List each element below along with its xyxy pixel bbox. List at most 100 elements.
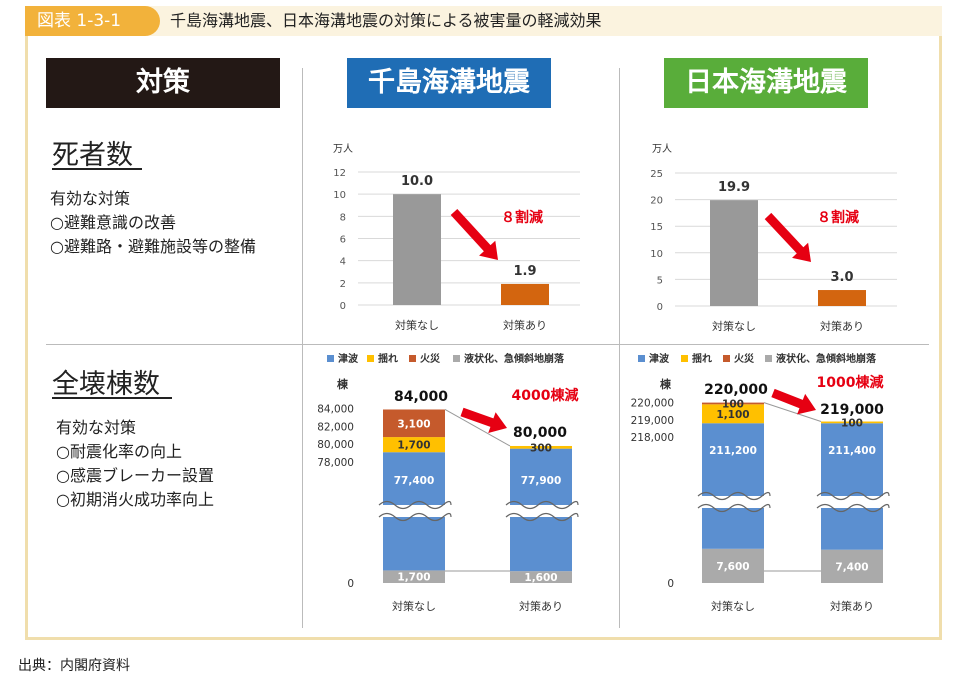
- x-tick-label: 対策あり: [820, 319, 864, 333]
- section-title-buildings: 全壊棟数: [52, 369, 160, 400]
- segment-label: 77,900: [521, 475, 562, 487]
- bar-segment: [821, 421, 883, 424]
- bar-segment: [702, 548, 764, 583]
- legend-swatch: [367, 355, 374, 362]
- bar: [501, 283, 549, 305]
- segment-label: 211,200: [709, 445, 757, 457]
- header-measures: 対策: [46, 58, 280, 108]
- legend-swatch: [723, 355, 730, 362]
- section-title-underline: [52, 397, 172, 399]
- figure-source: 出典：内閣府資料: [18, 658, 130, 674]
- segment-label: 1,100: [716, 409, 749, 421]
- legend-label: 揺れ: [692, 352, 712, 365]
- segment-label: 1,700: [397, 440, 430, 452]
- reduction-annotation: 1000棟減: [817, 374, 884, 391]
- y-axis-unit: 万人: [333, 143, 353, 155]
- y-tick-label: 4: [340, 257, 346, 268]
- axis-break-line: [505, 512, 579, 522]
- y-axis-unit: 棟: [337, 377, 349, 391]
- deaths-measures: 有効な対策 ○避難意識の改善 ○避難路・避難施設等の整備: [50, 187, 256, 259]
- measure-item: ○避難路・避難施設等の整備: [50, 237, 256, 256]
- y-tick-label: 5: [657, 275, 663, 286]
- section-title-deaths: 死者数: [52, 140, 133, 171]
- axis-break-line: [697, 491, 771, 501]
- reduction-arrow: [764, 212, 811, 262]
- y-tick-label: 25: [650, 169, 663, 180]
- measures-label: 有効な対策: [50, 189, 131, 208]
- legend-swatch: [765, 355, 772, 362]
- legend-label: 津波: [338, 352, 359, 365]
- segment-label: 1,600: [524, 572, 557, 584]
- legend-swatch: [409, 355, 416, 362]
- bar-segment: [510, 445, 572, 449]
- axis-break-line: [697, 503, 771, 513]
- axis-break-line: [378, 512, 452, 522]
- segment-label: 211,400: [828, 445, 876, 457]
- axis-break-line: [816, 491, 890, 501]
- bar: [710, 200, 758, 306]
- segment-label: 7,400: [835, 561, 868, 573]
- legend-label: 液状化、急傾斜地崩落: [464, 352, 565, 365]
- y-tick-label: 82,000: [317, 421, 354, 433]
- segment-label: 3,100: [397, 418, 430, 430]
- measure-item: ○感震ブレーカー設置: [56, 466, 214, 485]
- total-label: 220,000: [704, 382, 768, 398]
- legend-label: 火災: [734, 353, 755, 365]
- legend-label: 液状化、急傾斜地崩落: [776, 352, 877, 365]
- reduction-arrow: [460, 407, 507, 434]
- y-tick-label: 0: [347, 578, 354, 590]
- data-label: 10.0: [401, 174, 433, 189]
- horizontal-divider: [46, 344, 929, 345]
- y-tick-label: 15: [650, 222, 663, 233]
- x-tick-label: 対策なし: [395, 318, 439, 332]
- legend-swatch: [327, 355, 334, 362]
- figure-number: 図表 1-3-1: [25, 6, 160, 36]
- measure-item: ○避難意識の改善: [50, 213, 176, 232]
- total-label: 219,000: [820, 402, 884, 418]
- total-label: 80,000: [513, 425, 567, 441]
- axis-break-line: [505, 500, 579, 510]
- total-label: 84,000: [394, 389, 448, 405]
- y-tick-label: 0: [667, 578, 674, 590]
- legend-swatch: [453, 355, 460, 362]
- y-tick-label: 6: [340, 235, 346, 246]
- segment-label: 7,600: [716, 561, 749, 573]
- bar-segment: [821, 549, 883, 583]
- title-bar: [25, 6, 942, 36]
- header-chishima: 千島海溝地震: [347, 58, 551, 108]
- bar-segment: [383, 409, 445, 438]
- y-tick-label: 10: [333, 190, 346, 201]
- y-tick-label: 218,000: [631, 432, 674, 444]
- y-tick-label: 8: [340, 212, 346, 223]
- y-tick-label: 20: [650, 196, 663, 207]
- axis-break-line: [816, 503, 890, 513]
- segment-label: 100: [722, 398, 744, 410]
- reduction-annotation: ８割減: [817, 209, 859, 226]
- y-tick-label: 10: [650, 249, 663, 260]
- bar-segment: [383, 437, 445, 453]
- x-tick-label: 対策あり: [503, 318, 547, 332]
- bar-segment: [702, 423, 764, 549]
- bar-segment: [702, 404, 764, 424]
- vertical-divider-right: [619, 68, 620, 628]
- y-tick-label: 80,000: [317, 439, 354, 451]
- header-nihon: 日本海溝地震: [664, 58, 868, 108]
- x-tick-label: 対策なし: [392, 599, 436, 613]
- y-tick-label: 84,000: [317, 404, 354, 416]
- segment-label: 1,700: [397, 572, 430, 584]
- segment-label: 77,400: [394, 475, 435, 487]
- reduction-arrow: [771, 388, 816, 415]
- vertical-divider-left: [302, 68, 303, 628]
- x-tick-label: 対策あり: [830, 599, 874, 613]
- legend-label: 津波: [649, 352, 670, 365]
- data-label: 1.9: [513, 264, 536, 279]
- reduction-annotation: ８割減: [501, 209, 543, 226]
- section-title-underline: [52, 168, 142, 170]
- reduction-annotation: 4000棟減: [512, 387, 579, 404]
- bar: [818, 290, 866, 306]
- axis-break-line: [378, 500, 452, 510]
- y-tick-label: 219,000: [631, 415, 674, 427]
- y-tick-label: 12: [333, 168, 346, 179]
- connector-line: [763, 402, 822, 422]
